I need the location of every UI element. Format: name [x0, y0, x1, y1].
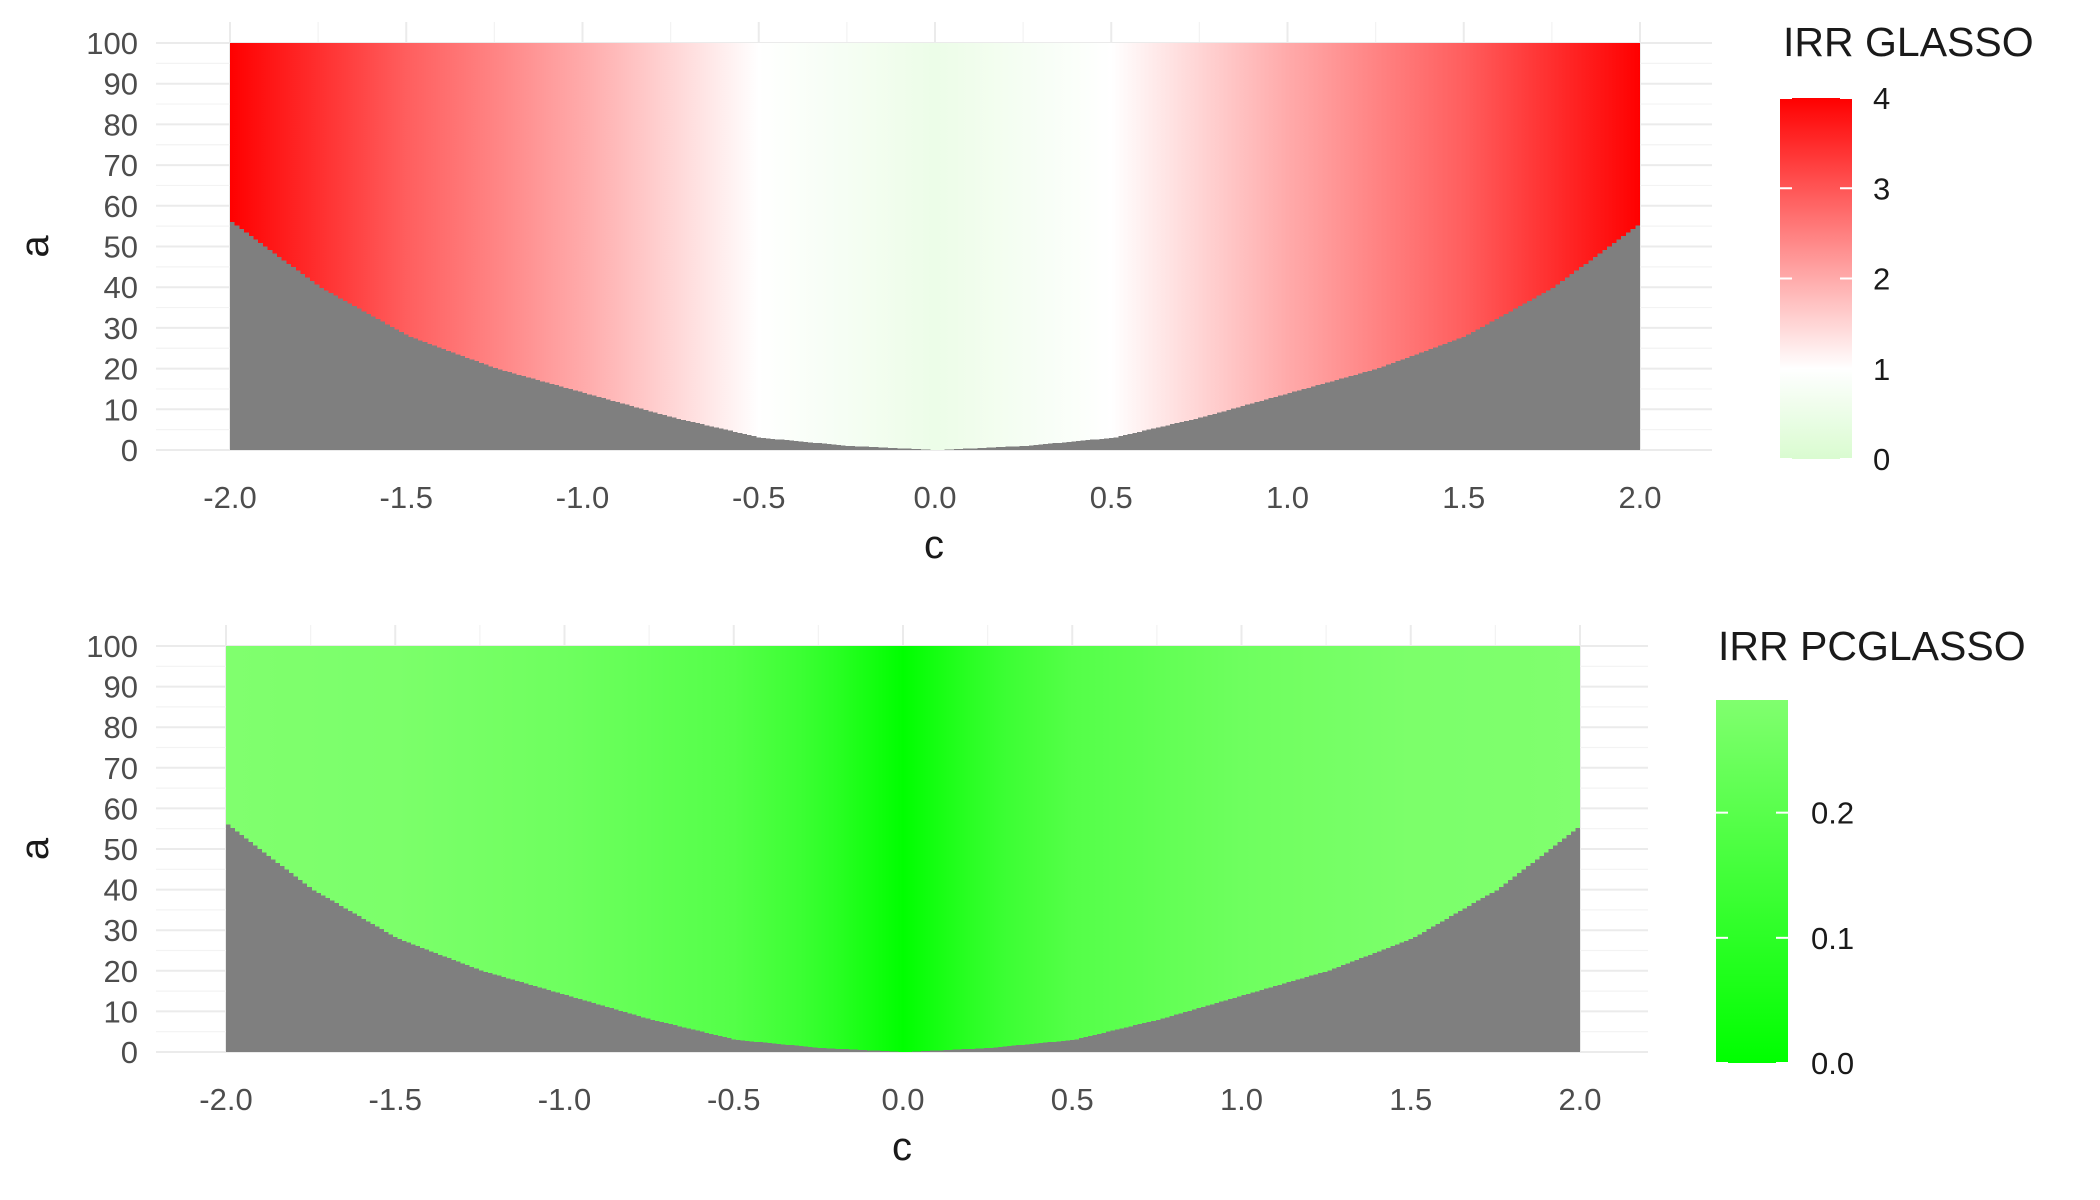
panel-2: -2.0 -1.5 -1.0 -0.5 0.0 0.5 1.0 1.5 2.0 0 10 20 30 40… [13, 623, 2026, 1169]
y-tick-label: 60 [104, 189, 138, 224]
x-tick-label: 0.0 [881, 1082, 924, 1117]
x-tick-label: 0.0 [913, 480, 956, 515]
x-tick-label: 1.0 [1220, 1082, 1263, 1117]
panel-1: -2.0 -1.5 -1.0 -0.5 0.0 0.5 1.0 1.5 2.0010203040… [13, 19, 2034, 567]
legend-colorbar [1716, 700, 1788, 1063]
legend: IRR GLASSO 4 3 2 1 0 [1780, 19, 2034, 477]
x-tick-label: 2.0 [1618, 480, 1661, 515]
y-tick-label: 10 [104, 994, 138, 1029]
legend-title: IRR GLASSO [1783, 19, 2034, 65]
x-tick-label: -2.0 [203, 480, 256, 515]
y-tick-label: 60 [104, 791, 138, 826]
y-tick-label: 100 [86, 26, 138, 61]
legend-label: 2 [1873, 262, 1890, 297]
x-tick-label: -1.5 [380, 480, 433, 515]
y-tick-label: 20 [104, 352, 138, 387]
x-tick-label: -1.5 [369, 1082, 422, 1117]
legend-label: 0.2 [1811, 796, 1854, 831]
x-tick-label: 1.0 [1266, 480, 1309, 515]
y-tick-label: 50 [104, 230, 138, 265]
y-tick-label: 90 [104, 670, 138, 705]
legend: IRR PCGLASSO 0.2 0.1 0.0 [1716, 623, 2026, 1081]
legend-label: 0.0 [1811, 1046, 1854, 1081]
y-tick-label: 30 [104, 311, 138, 346]
legend-label: 0 [1873, 442, 1890, 477]
y-tick-label: 80 [104, 107, 138, 142]
y-tick-label: 0 [121, 433, 138, 468]
y-tick-label: 70 [104, 148, 138, 183]
x-axis-title: c [924, 523, 944, 567]
legend-label: 4 [1873, 81, 1890, 116]
y-tick-label: 80 [104, 710, 138, 745]
legend-label: 3 [1873, 171, 1890, 206]
y-tick-label: 40 [104, 270, 138, 305]
x-tick-label: 1.5 [1389, 1082, 1432, 1117]
x-tick-label: 2.0 [1558, 1082, 1601, 1117]
y-tick-label: 90 [104, 67, 138, 102]
y-tick-label: 40 [104, 873, 138, 908]
x-axis-title: c [892, 1125, 912, 1169]
x-tick-label: -0.5 [732, 480, 785, 515]
y-tick-label: 30 [104, 913, 138, 948]
x-tick-label: 0.5 [1051, 1082, 1094, 1117]
y-tick-label: 10 [104, 392, 138, 427]
y-tick-label: 70 [104, 751, 138, 786]
x-tick-label: -0.5 [707, 1082, 760, 1117]
na-region [230, 222, 1640, 450]
legend-title: IRR PCGLASSO [1718, 623, 2026, 669]
y-tick-label: 20 [104, 954, 138, 989]
x-tick-label: 1.5 [1442, 480, 1485, 515]
legend-label: 0.1 [1811, 921, 1854, 956]
x-tick-label: -1.0 [556, 480, 609, 515]
y-axis-title: a [13, 837, 57, 860]
x-tick-label: 0.5 [1090, 480, 1133, 515]
x-tick-label: -2.0 [199, 1082, 252, 1117]
y-axis-title: a [13, 235, 57, 258]
y-tick-label: 0 [121, 1035, 138, 1070]
y-tick-label: 100 [86, 629, 138, 664]
na-region [226, 824, 1580, 1052]
x-tick-label: -1.0 [538, 1082, 591, 1117]
legend-label: 1 [1873, 352, 1890, 387]
y-tick-label: 50 [104, 832, 138, 867]
